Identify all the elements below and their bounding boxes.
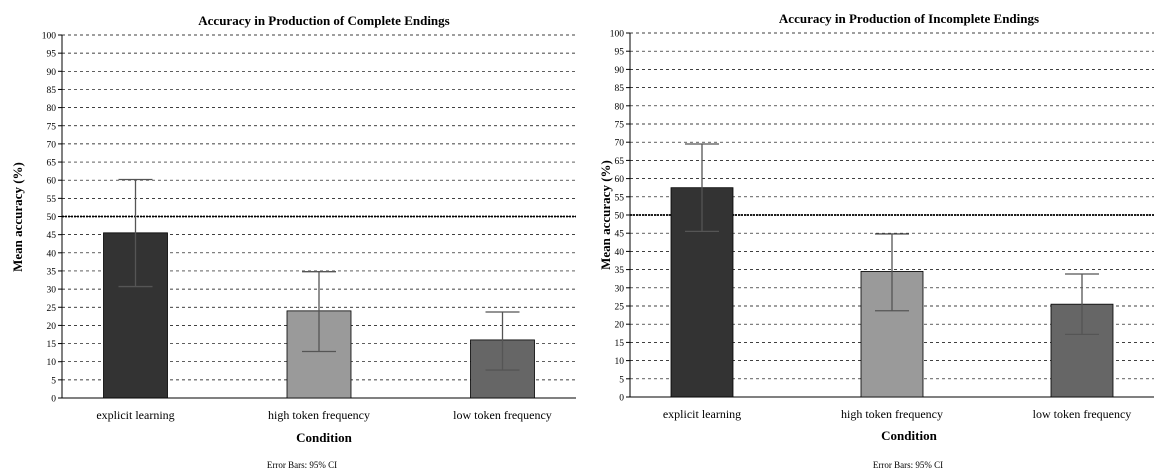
y-tick-label: 40	[47, 249, 57, 259]
y-tick-label: 85	[47, 86, 57, 96]
error-bars-footnote: Error Bars: 95% CI	[267, 460, 337, 470]
y-tick-label: 45	[47, 231, 57, 241]
y-tick-label: 20	[47, 322, 57, 332]
x-tick-label: explicit learning	[96, 408, 174, 422]
y-tick-label: 25	[47, 304, 57, 314]
y-tick-label: 50	[615, 212, 625, 222]
y-tick-label: 70	[615, 139, 625, 149]
y-tick-label: 55	[47, 195, 57, 205]
y-tick-label: 60	[615, 175, 625, 185]
plot-area: 0 5 10 15 20 25 30 35 40 45 50 55 60 65 70 75 80 85 90 95 10…	[42, 32, 576, 422]
x-tick-label: high token frequency	[841, 407, 943, 421]
y-tick-label: 0	[619, 394, 624, 404]
y-tick-label: 95	[47, 50, 57, 60]
y-axis-label: Mean accuracy (%)	[10, 162, 25, 272]
y-axis-label: Mean accuracy (%)	[598, 160, 613, 270]
y-tick-label: 30	[615, 284, 625, 294]
y-tick-label: 25	[615, 303, 625, 313]
y-tick-label: 100	[610, 30, 625, 40]
x-tick-label: low token frequency	[453, 408, 552, 422]
y-tick-label: 30	[47, 286, 57, 296]
y-tick-label: 45	[615, 230, 625, 240]
y-tick-label: 75	[47, 122, 57, 132]
y-tick-label: 80	[615, 102, 625, 112]
y-tick-label: 10	[47, 358, 57, 368]
error-bars-footnote: Error Bars: 95% CI	[873, 460, 943, 470]
y-tick-label: 10	[615, 357, 625, 367]
chart-svg: Accuracy in Production of Incomplete End…	[598, 11, 1154, 470]
y-tick-label: 15	[47, 340, 57, 350]
x-tick-label: high token frequency	[268, 408, 370, 422]
y-tick-label: 95	[615, 48, 625, 58]
y-tick-label: 15	[615, 339, 625, 349]
y-tick-label: 80	[47, 104, 57, 114]
x-axis-label: Condition	[881, 428, 937, 443]
chart-title: Accuracy in Production of Complete Endin…	[198, 13, 449, 28]
y-tick-label: 90	[615, 66, 625, 76]
y-tick-label: 65	[615, 157, 625, 167]
y-tick-label: 85	[615, 84, 625, 94]
x-axis-label: Condition	[296, 430, 352, 445]
chart-svg: Accuracy in Production of Complete Endin…	[10, 13, 576, 470]
y-tick-label: 60	[47, 177, 57, 187]
chart-incomplete-endings: Accuracy in Production of Incomplete End…	[590, 0, 1156, 471]
y-tick-label: 50	[47, 213, 57, 223]
y-tick-label: 5	[51, 376, 56, 386]
y-tick-label: 20	[615, 321, 625, 331]
y-tick-label: 100	[42, 32, 57, 42]
y-tick-label: 40	[615, 248, 625, 258]
x-tick-label: low token frequency	[1033, 407, 1132, 421]
y-tick-label: 90	[47, 68, 57, 78]
y-tick-label: 5	[619, 375, 624, 385]
y-tick-label: 35	[47, 267, 57, 277]
y-tick-label: 70	[47, 140, 57, 150]
chart-title: Accuracy in Production of Incomplete End…	[779, 11, 1039, 26]
x-tick-label: explicit learning	[663, 407, 741, 421]
y-tick-label: 55	[615, 193, 625, 203]
y-tick-label: 0	[51, 395, 56, 405]
y-tick-label: 35	[615, 266, 625, 276]
plot-area: 0 5 10 15 20 25 30 35 40 45 50 55 60 65 70 75 80 85 90 95 10…	[610, 30, 1154, 421]
chart-complete-endings: Accuracy in Production of Complete Endin…	[10, 13, 576, 470]
y-tick-label: 65	[47, 159, 57, 169]
y-tick-label: 75	[615, 121, 625, 131]
